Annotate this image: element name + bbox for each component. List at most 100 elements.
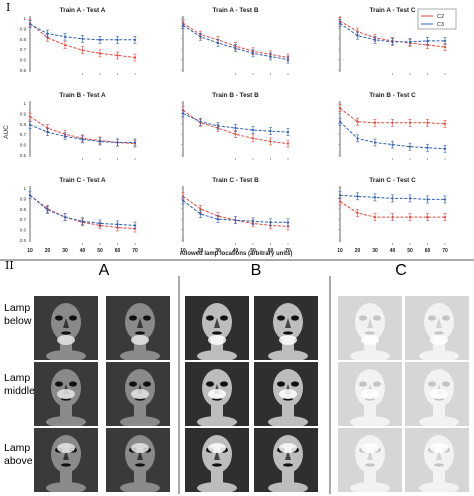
data-point xyxy=(63,135,67,138)
x-axis-label: Allowed lamp locations (arbitrary units) xyxy=(180,251,293,257)
data-point xyxy=(408,145,412,148)
x-tick-label: 30 xyxy=(372,248,378,254)
data-point xyxy=(391,143,394,146)
data-point xyxy=(356,195,359,198)
row-label-above-line1: Lamp xyxy=(4,442,31,454)
data-point xyxy=(28,123,32,126)
x-tick-label: 50 xyxy=(97,248,103,254)
baseline-dot xyxy=(444,73,446,75)
x-tick-label: 60 xyxy=(268,248,274,254)
y-tick-label: 1 xyxy=(23,16,26,21)
baseline-dot xyxy=(391,73,394,75)
baseline-dot xyxy=(99,243,101,245)
baseline-dot xyxy=(81,158,84,160)
row-label-above: Lamp above xyxy=(4,442,44,468)
baseline-dot xyxy=(81,73,84,75)
y-tick-label: 0.5 xyxy=(20,68,27,73)
data-point xyxy=(133,38,137,41)
face-render-image xyxy=(338,428,402,492)
data-point xyxy=(251,137,255,140)
face-render-image xyxy=(254,362,318,426)
baseline-dot xyxy=(426,73,429,75)
baseline-dot xyxy=(252,73,254,75)
data-point xyxy=(199,35,202,38)
chart-title: Train A - Test B xyxy=(213,7,259,14)
data-point xyxy=(356,34,359,37)
y-tick-label: 0.5 xyxy=(20,238,27,243)
data-point xyxy=(199,120,202,123)
baseline-dot xyxy=(116,158,119,160)
chart-panel: Train B - Test A 1 0.9 0.8 0.7 0.6 0.5 xyxy=(20,92,137,160)
chart-panel: Train B - Test C xyxy=(338,92,447,160)
face-render-image xyxy=(185,362,249,426)
data-point xyxy=(426,39,429,42)
data-point xyxy=(443,147,447,150)
data-point xyxy=(81,49,84,52)
baseline-dot xyxy=(409,158,411,160)
x-tick-label: 70 xyxy=(442,248,448,254)
x-tick-label: 60 xyxy=(425,248,431,254)
x-tick-label: 70 xyxy=(132,248,138,254)
y-tick-label: 1 xyxy=(23,101,26,106)
x-tick-label: 30 xyxy=(215,248,221,254)
data-point xyxy=(269,55,272,58)
chart-panel: Train A - Test C xyxy=(338,7,447,75)
section-label-two: II xyxy=(5,259,14,272)
face-render-image xyxy=(254,428,318,492)
baseline-dot xyxy=(116,73,119,75)
chart-panel: Train A - Test A 1 0.9 0.8 0.7 0.6 0.5 xyxy=(20,7,137,75)
data-point xyxy=(216,41,220,45)
chart-panel: Train C - Test C 10 20 30 40 50 60 70 xyxy=(337,177,448,254)
y-tick-label: 0.9 xyxy=(20,26,27,31)
x-tick-label: 50 xyxy=(250,248,256,254)
data-point xyxy=(356,211,359,215)
data-point xyxy=(338,194,342,197)
data-point xyxy=(373,121,377,124)
y-tick-label: 0.5 xyxy=(20,153,27,158)
section-label-one: I xyxy=(6,1,11,14)
data-point xyxy=(426,146,429,149)
y-tick-label: 0.8 xyxy=(20,122,27,127)
y-tick-label: 0.6 xyxy=(20,143,27,148)
data-point xyxy=(356,137,359,140)
face-render-image xyxy=(338,296,402,360)
data-point xyxy=(426,121,429,124)
baseline-dot xyxy=(134,73,136,75)
data-point xyxy=(443,122,447,125)
data-point xyxy=(199,207,202,210)
data-point xyxy=(116,38,119,41)
data-point xyxy=(98,140,102,143)
data-point xyxy=(286,142,290,145)
chart-panel: Train A - Test B xyxy=(181,7,290,75)
data-point xyxy=(28,23,32,26)
face-render-image xyxy=(405,362,469,426)
baseline-dot xyxy=(391,243,394,245)
row-label-above-line2: above xyxy=(4,455,33,467)
data-point xyxy=(234,47,237,50)
x-tick-label: 30 xyxy=(62,248,68,254)
data-point xyxy=(286,131,290,134)
baseline-dot xyxy=(287,73,289,75)
row-label-middle: Lamp middle xyxy=(4,372,44,398)
legend-label: C2 xyxy=(437,14,444,20)
data-point xyxy=(234,133,237,136)
baseline-dot xyxy=(99,73,101,75)
data-point xyxy=(63,216,67,219)
data-point xyxy=(251,220,255,223)
baseline-dot xyxy=(409,73,411,75)
data-point xyxy=(408,197,412,200)
data-point xyxy=(443,198,447,201)
data-point xyxy=(373,216,377,219)
data-point xyxy=(216,218,220,221)
x-tick-label: 60 xyxy=(115,248,121,254)
data-point xyxy=(63,43,67,47)
legend-label: C3 xyxy=(437,22,444,28)
data-point xyxy=(251,52,255,55)
column-header-c: C xyxy=(395,262,407,279)
data-point xyxy=(199,212,202,216)
x-tick-label: 50 xyxy=(407,248,413,254)
column-header-b: B xyxy=(250,262,262,279)
chart-title: Train C - Test B xyxy=(212,177,259,184)
baseline-dot xyxy=(287,243,289,245)
